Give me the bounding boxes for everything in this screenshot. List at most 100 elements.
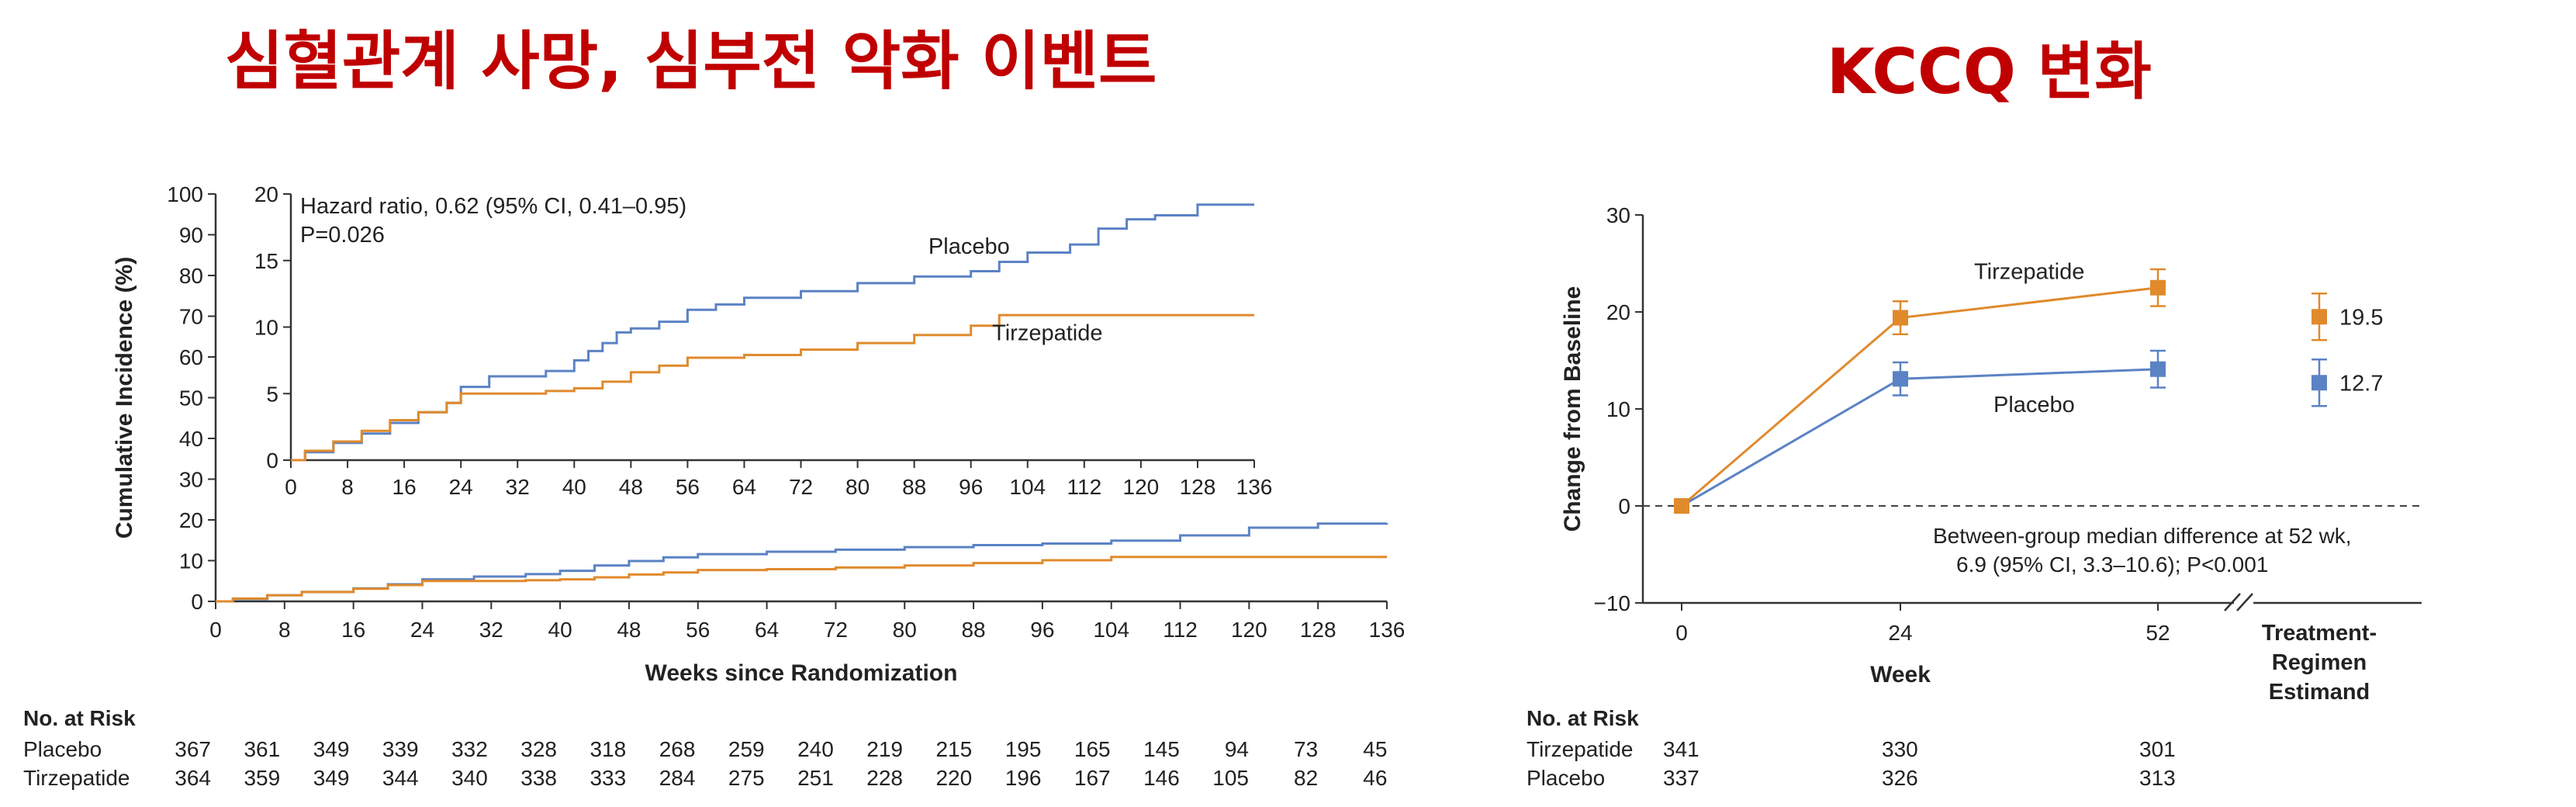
kccq-placebo-label: Placebo: [1993, 393, 2075, 417]
risk-table-1-cell: 240: [797, 737, 834, 761]
risk-table-1-cell: 367: [175, 737, 211, 761]
main-placebo-line: [216, 522, 1388, 603]
main-x-tick-label: 136: [1369, 618, 1406, 642]
risk-table-1-cell: 105: [1212, 766, 1249, 790]
risk-table-1-cell: 82: [1294, 766, 1319, 790]
main-x-axis-title: Weeks since Randomization: [645, 660, 958, 686]
risk-table-1-cell: 94: [1224, 737, 1249, 761]
risk-table-1-cell: 344: [382, 766, 419, 790]
risk-table-1-cell: 349: [313, 737, 350, 761]
inset-tirzepatide-line: [291, 313, 1254, 462]
risk-table-2-title: No. at Risk: [1527, 706, 1639, 730]
kccq-difference-annotation: Between-group median difference at 52 wk…: [1933, 524, 2352, 548]
kccq-x-tick-label: 0: [1675, 621, 1688, 645]
risk-table-1-cell: 340: [451, 766, 488, 790]
main-x-tick-label: 56: [686, 618, 710, 642]
kccq-tirzepatide-point: [1893, 310, 1908, 326]
risk-table-1-cell: 364: [175, 766, 211, 790]
risk-table-2-row-label: Tirzepatide: [1527, 737, 1634, 761]
inset-x-tick-label: 32: [506, 475, 530, 499]
risk-table-1-cell: 361: [244, 737, 281, 761]
risk-table-1-row-label: Tirzepatide: [23, 766, 130, 790]
risk-table-1-cell: 349: [313, 766, 350, 790]
estimand-placebo-point: [2311, 375, 2327, 391]
main-x-tick-label: 40: [548, 618, 572, 642]
risk-table-1-cell: 332: [451, 737, 488, 761]
risk-table-1-cell: 268: [659, 737, 696, 761]
estimand-axis-label: Treatment-: [2262, 621, 2377, 646]
estimand-tirzepatide-point: [2311, 309, 2327, 325]
main-y-tick-label: 90: [179, 223, 203, 248]
main-y-tick-label: 80: [179, 264, 203, 288]
main-x-tick-label: 16: [341, 618, 365, 642]
risk-table-1-cell: 215: [935, 737, 973, 761]
title-right: KCCQ 변화: [1827, 36, 2152, 108]
risk-table-1-row-label: Placebo: [23, 737, 102, 761]
kccq-y-axis-title: Change from Baseline: [1560, 286, 1585, 532]
inset-x-tick-label: 8: [341, 475, 354, 499]
main-y-tick-label: 30: [179, 468, 203, 492]
kccq-placebo-line: [1681, 368, 2159, 507]
inset-y-tick-label: 20: [254, 182, 278, 206]
inset-y-tick-label: 10: [254, 316, 278, 340]
risk-table-1-cell: 338: [520, 766, 557, 790]
risk-table-1-cell: 259: [728, 737, 765, 761]
risk-table-1-cell: 146: [1143, 766, 1180, 790]
risk-table-1-cell: 145: [1143, 737, 1180, 761]
inset-x-tick-label: 88: [902, 475, 926, 499]
risk-table-1-cell: 318: [590, 737, 627, 761]
kccq-difference-annotation: 6.9 (95% CI, 3.3–10.6); P<0.001: [1956, 552, 2268, 577]
main-x-tick-label: 24: [410, 618, 434, 642]
main-x-tick-label: 72: [824, 618, 848, 642]
inset-x-tick-label: 56: [676, 475, 700, 499]
kccq-baseline-point: [1674, 498, 1689, 514]
risk-table-2-cell: 341: [1663, 737, 1699, 761]
risk-table-2-row-label: Placebo: [1527, 766, 1606, 790]
main-y-tick-label: 10: [179, 549, 203, 573]
risk-table-1-cell: 359: [244, 766, 281, 790]
inset-tirzepatide-label: Tirzepatide: [992, 321, 1102, 346]
risk-table-1-cell: 284: [659, 766, 696, 790]
kccq-y-tick-label: −10: [1594, 591, 1631, 615]
risk-table-1-cell: 196: [1004, 766, 1042, 790]
inset-x-tick-label: 136: [1236, 475, 1273, 499]
estimand-axis-label: Regimen: [2272, 650, 2367, 675]
inset-y-tick-label: 15: [254, 249, 278, 273]
main-x-tick-label: 128: [1300, 618, 1336, 642]
title-left: 심혈관계 사망, 심부전 악화 이벤트: [225, 25, 1157, 99]
kccq-tirzepatide-line: [1681, 286, 2159, 507]
risk-table-2-cell: 337: [1663, 766, 1699, 790]
kccq-y-tick-label: 20: [1606, 300, 1630, 324]
risk-table-1-cell: 333: [590, 766, 627, 790]
estimand-tirzepatide-value-label: 19.5: [2339, 305, 2383, 330]
risk-table-1-cell: 328: [520, 737, 557, 761]
kccq-x-tick-label: 24: [1888, 621, 1912, 645]
main-y-tick-label: 50: [179, 386, 203, 410]
inset-x-tick-label: 72: [789, 475, 813, 499]
inset-x-tick-label: 64: [732, 475, 756, 499]
risk-table-1-cell: 73: [1294, 737, 1319, 761]
kccq-y-tick-label: 10: [1606, 397, 1630, 421]
main-x-tick-label: 120: [1231, 618, 1267, 642]
main-y-tick-label: 70: [179, 305, 203, 329]
main-y-tick-label: 100: [167, 182, 203, 206]
hazard-ratio-annotation: Hazard ratio, 0.62 (95% CI, 0.41–0.95): [300, 194, 686, 219]
risk-table-1-cell: 228: [866, 766, 903, 790]
risk-table-1-cell: 275: [728, 766, 765, 790]
main-tirzepatide-line: [216, 556, 1387, 603]
p-value-annotation: P=0.026: [300, 223, 385, 248]
inset-x-tick-label: 48: [619, 475, 643, 499]
kccq-y-tick-label: 30: [1606, 203, 1630, 227]
risk-table-1-cell: 46: [1363, 766, 1388, 790]
inset-x-tick-label: 96: [959, 475, 983, 499]
main-x-tick-label: 80: [893, 618, 917, 642]
main-y-tick-label: 40: [179, 427, 203, 451]
kccq-tirzepatide-label: Tirzepatide: [1974, 260, 2084, 285]
kccq-x-tick-label: 52: [2146, 621, 2170, 645]
kccq-x-axis-title: Week: [1870, 662, 1931, 688]
risk-table-2-cell: 330: [1882, 737, 1918, 761]
estimand-placebo-value-label: 12.7: [2339, 371, 2383, 396]
risk-table-1-title: No. at Risk: [23, 706, 136, 730]
main-x-tick-label: 48: [617, 618, 641, 642]
